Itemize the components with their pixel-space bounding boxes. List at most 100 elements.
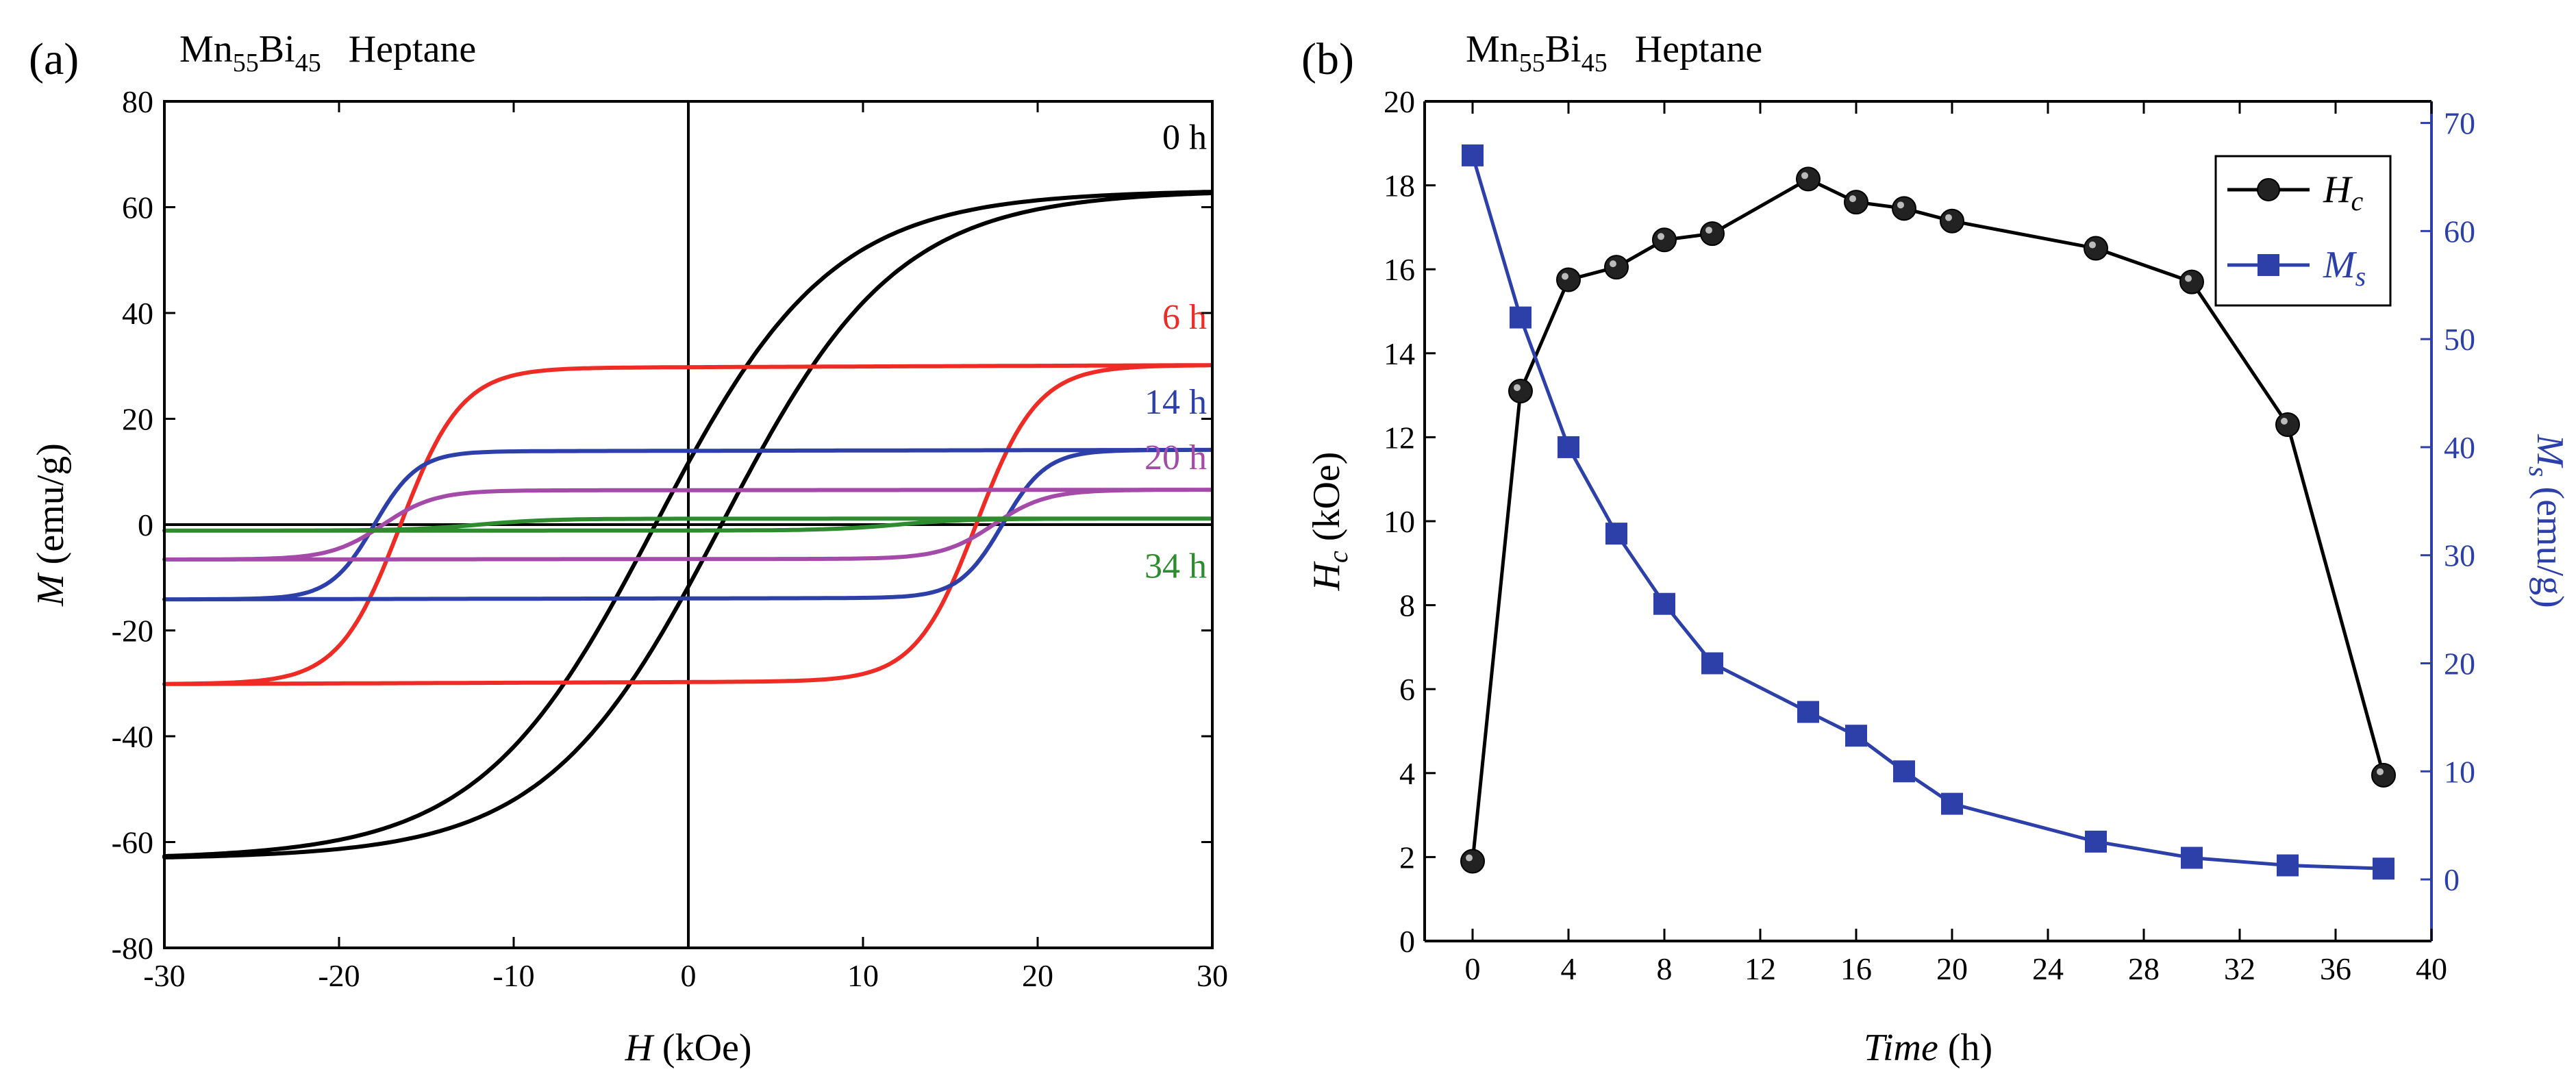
panel-a-material-header: Mn55Bi45 Heptane <box>179 28 476 77</box>
hc-point-highlight <box>1610 260 1616 268</box>
y-left-tick-label: 10 <box>1384 504 1415 539</box>
x-tick-label: 24 <box>2032 951 2064 986</box>
hc-point <box>1508 378 1533 403</box>
panel-b-x-axis-label: Time (h) <box>1864 1027 1992 1069</box>
x-tick-label: 36 <box>2320 951 2351 986</box>
legend-ms-label: Ms <box>2323 244 2366 292</box>
panel-a-x-axis-label: H (kOe) <box>624 1027 751 1069</box>
panel-b-ticks: 0 4 8 12 16 20 24 28 32 36 40024681012141618200102… <box>1384 84 2475 986</box>
panel-a-plot-area: 0 h 6 h 14 h 20 h 34 h <box>162 101 1213 948</box>
hc-point <box>1604 255 1629 280</box>
panel-b-right-y-axis-label: Ms (emu/g) <box>2523 434 2571 608</box>
y-right-tick-label: 0 <box>2444 862 2460 897</box>
ms-point <box>1701 652 1723 675</box>
y-tick-label: 40 <box>122 296 153 331</box>
x-tick-label: -10 <box>492 958 534 993</box>
hc-point <box>1700 221 1725 247</box>
hc-point-highlight <box>2377 768 2384 775</box>
hc-point <box>1556 267 1581 292</box>
hc-point-highlight <box>1801 172 1808 179</box>
ms-point <box>1845 725 1867 747</box>
y-right-tick-label: 50 <box>2444 322 2475 357</box>
x-tick-label: -20 <box>318 958 360 993</box>
y-left-tick-label: 8 <box>1399 588 1415 623</box>
series-label-20h: 20 h <box>1145 438 1207 477</box>
ms-point <box>1558 436 1579 458</box>
y-right-tick-label: 30 <box>2444 538 2475 573</box>
hc-point <box>1844 190 1868 215</box>
x-tick-label: 12 <box>1745 951 1776 986</box>
y-tick-label: 80 <box>122 84 153 119</box>
legend-hc-label: Hc <box>2323 168 2363 216</box>
hc-point-highlight <box>2281 418 2288 425</box>
x-tick-label: 10 <box>847 958 879 993</box>
hc-point <box>2371 762 2396 788</box>
hc-point <box>2275 412 2300 438</box>
hc-point-highlight <box>2089 241 2096 249</box>
y-right-tick-label: 40 <box>2444 430 2475 465</box>
y-right-tick-label: 10 <box>2444 754 2475 789</box>
x-tick-label: 0 <box>681 958 697 993</box>
y-tick-label: 0 <box>138 507 153 542</box>
hc-point <box>2084 236 2108 261</box>
y-left-tick-label: 2 <box>1399 840 1415 875</box>
hc-point-highlight <box>1562 273 1568 280</box>
y-right-tick-label: 60 <box>2444 214 2475 249</box>
ms-point <box>1797 701 1819 723</box>
x-tick-label: 32 <box>2224 951 2255 986</box>
panel-a-y-axis-label: M (emu/g) <box>29 443 72 607</box>
legend-hc-marker <box>2257 178 2280 201</box>
series-label-6h: 6 h <box>1162 298 1207 337</box>
ms-point <box>1653 592 1675 615</box>
hc-point <box>1940 208 1964 234</box>
y-left-tick-label: 12 <box>1384 420 1415 455</box>
y-tick-label: -80 <box>112 931 153 966</box>
y-tick-label: 60 <box>122 190 153 225</box>
ms-point <box>2085 830 2107 853</box>
hc-point-highlight <box>1897 201 1904 209</box>
ms-point <box>2373 857 2394 880</box>
legend-box <box>2214 155 2392 307</box>
y-tick-label: -40 <box>112 719 153 754</box>
x-tick-label: 20 <box>1022 958 1053 993</box>
series-line-Ms <box>1471 155 2384 870</box>
ms-point <box>1462 144 1484 166</box>
panel-b-label: (b) <box>1301 34 1354 84</box>
y-tick-label: -60 <box>112 825 153 860</box>
hc-point <box>1652 227 1677 253</box>
hc-point-highlight <box>2185 275 2192 282</box>
hc-point <box>2179 269 2204 294</box>
y-tick-label: 20 <box>122 402 153 437</box>
y-left-tick-label: 20 <box>1384 84 1415 119</box>
x-tick-label: 0 <box>1465 951 1481 986</box>
hc-point-highlight <box>1658 233 1664 240</box>
x-tick-label: 30 <box>1197 958 1228 993</box>
ms-point <box>1605 523 1627 545</box>
legend-ms-marker <box>2258 254 2279 276</box>
panel-b: (b) Mn55Bi45 Heptane 0 4 8 12 16 20 24 28 32 36 400… <box>1301 28 2571 1069</box>
y-left-tick-label: 6 <box>1399 672 1415 707</box>
ms-point <box>2277 854 2299 877</box>
series-label-0h: 0 h <box>1162 118 1207 158</box>
hc-point <box>1460 849 1485 874</box>
hc-point <box>1796 166 1821 192</box>
panel-a: (a) Mn55Bi45 Heptane 0 h 6 h 14 h 20 h 34 h -… <box>29 28 1228 1069</box>
series-label-14h: 14 h <box>1145 383 1207 422</box>
x-tick-label: 40 <box>2416 951 2447 986</box>
y-right-tick-label: 20 <box>2444 646 2475 681</box>
y-left-tick-label: 16 <box>1384 252 1415 287</box>
panel-b-material-header: Mn55Bi45 Heptane <box>1466 28 1762 77</box>
panel-b-legend: Hc Ms <box>2214 155 2392 307</box>
y-left-tick-label: 14 <box>1384 336 1415 371</box>
panel-b-left-y-axis-label: Hc (kOe) <box>1305 452 1353 592</box>
hc-point-highlight <box>1705 227 1712 234</box>
hc-point-highlight <box>1849 195 1856 203</box>
series-label-34h: 34 h <box>1145 547 1207 586</box>
y-right-tick-label: 70 <box>2444 106 2475 141</box>
x-tick-label: 28 <box>2128 951 2160 986</box>
hc-point-highlight <box>1514 384 1521 391</box>
x-tick-label: 20 <box>1936 951 1968 986</box>
x-tick-label: 16 <box>1840 951 1872 986</box>
y-left-tick-label: 0 <box>1399 924 1415 959</box>
ms-point <box>1941 792 1963 815</box>
